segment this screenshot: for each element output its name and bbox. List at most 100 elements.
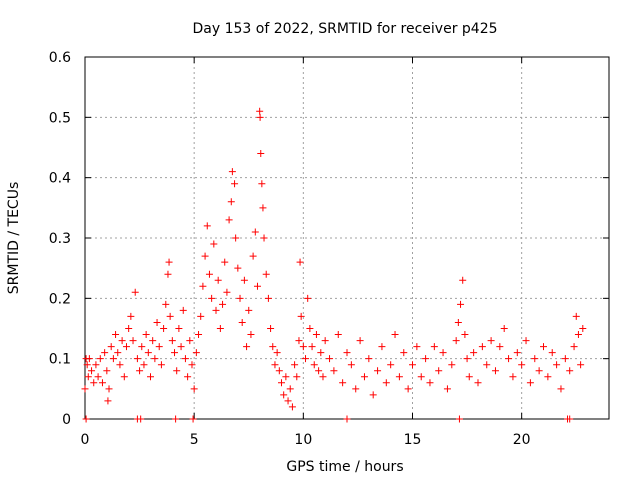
data-point — [197, 312, 205, 320]
data-point — [238, 318, 246, 326]
data-point — [312, 331, 320, 339]
data-point — [299, 343, 307, 351]
data-point — [81, 385, 89, 393]
data-point — [339, 379, 347, 387]
data-point — [96, 355, 104, 363]
data-point — [347, 361, 355, 369]
data-point — [443, 385, 451, 393]
data-point — [391, 331, 399, 339]
data-point — [85, 355, 93, 363]
baseline-point — [455, 415, 463, 423]
data-point — [175, 325, 183, 332]
baseline-point — [82, 415, 90, 423]
data-point — [518, 361, 526, 369]
data-point — [120, 373, 128, 381]
data-point — [149, 337, 157, 345]
data-point — [483, 361, 491, 369]
data-point — [184, 373, 192, 381]
data-point — [321, 337, 329, 345]
data-point — [94, 373, 102, 381]
data-point — [470, 349, 478, 357]
data-point — [227, 198, 235, 206]
data-point — [426, 379, 434, 387]
data-point — [190, 385, 198, 393]
data-point — [214, 276, 222, 284]
data-point — [205, 270, 213, 278]
data-point — [188, 361, 196, 369]
data-point — [280, 391, 288, 399]
data-point — [147, 373, 154, 381]
data-point — [240, 276, 248, 284]
x-tick-label: 10 — [294, 432, 312, 448]
data-point — [251, 228, 259, 236]
data-point — [306, 325, 314, 332]
y-tick-label: 0.6 — [49, 50, 71, 66]
data-point — [101, 349, 109, 357]
data-point — [90, 379, 98, 387]
data-point — [395, 373, 403, 381]
data-point — [561, 355, 569, 363]
data-point — [319, 373, 327, 381]
data-point — [566, 367, 574, 375]
data-point — [164, 270, 172, 278]
data-point — [574, 331, 582, 339]
data-point — [173, 367, 181, 375]
data-point — [249, 252, 257, 260]
baseline-point — [566, 415, 574, 423]
data-point — [181, 355, 189, 363]
data-point — [105, 385, 113, 393]
data-point — [212, 306, 220, 314]
data-point — [500, 325, 508, 332]
data-point — [417, 373, 425, 381]
data-point — [136, 367, 144, 375]
data-point — [378, 343, 386, 351]
data-point — [400, 349, 408, 357]
data-point — [247, 331, 255, 339]
data-point — [293, 373, 301, 381]
data-point — [557, 385, 565, 393]
data-point — [216, 325, 224, 332]
data-point — [234, 264, 242, 272]
data-point — [88, 367, 96, 375]
data-point — [315, 367, 323, 375]
data-point — [278, 379, 285, 387]
data-point — [310, 361, 318, 369]
data-point — [452, 337, 460, 345]
data-point — [257, 150, 265, 158]
data-point — [275, 367, 283, 375]
data-point — [245, 306, 253, 314]
data-point — [210, 240, 218, 248]
data-point — [570, 343, 578, 351]
data-point — [267, 325, 275, 332]
x-tick-label: 15 — [404, 432, 422, 448]
data-point — [459, 276, 467, 284]
data-point — [343, 349, 351, 357]
data-point — [288, 403, 296, 411]
y-tick-label: 0.2 — [49, 291, 71, 307]
data-point — [356, 337, 364, 345]
data-point — [540, 343, 547, 351]
data-point — [138, 343, 146, 351]
chart-title: Day 153 of 2022, SRMTID for receiver p42… — [192, 21, 497, 37]
data-point — [107, 343, 115, 351]
y-axis-label: SRMTID / TECUs — [6, 182, 22, 295]
data-point — [369, 391, 377, 399]
data-point — [122, 343, 130, 351]
data-point — [98, 379, 106, 387]
data-point — [284, 397, 292, 405]
data-point — [269, 343, 277, 351]
data-point — [157, 361, 165, 369]
x-tick-label: 0 — [81, 432, 90, 448]
data-point — [225, 216, 233, 224]
data-point — [548, 349, 556, 357]
data-point — [253, 282, 261, 290]
data-point — [104, 397, 112, 405]
baseline-point — [172, 415, 180, 423]
data-point — [153, 318, 161, 326]
data-point — [271, 361, 279, 369]
data-point — [295, 337, 303, 345]
data-point — [103, 367, 111, 375]
data-point — [505, 355, 513, 363]
data-point — [430, 343, 438, 351]
